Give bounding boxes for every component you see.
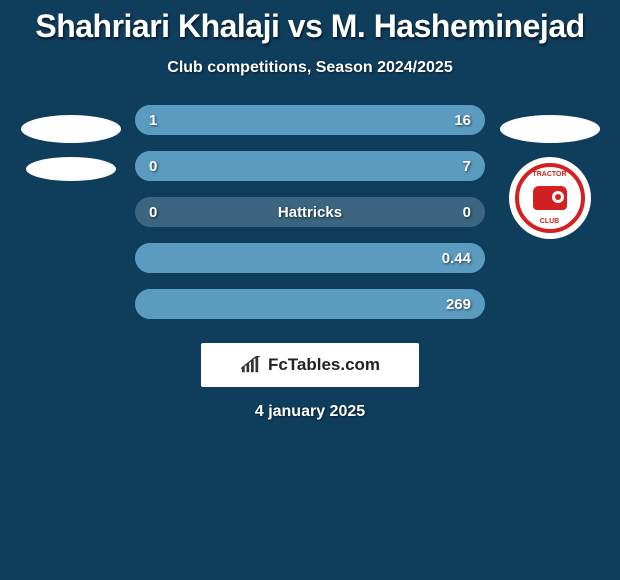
stat-left-value: 1	[149, 112, 157, 129]
left-side	[18, 105, 123, 181]
date-text: 4 january 2025	[0, 403, 620, 421]
brand-badge[interactable]: FcTables.com	[201, 343, 419, 387]
stat-bar: 0 Hattricks 0	[135, 197, 485, 227]
stat-right-value: 0.44	[442, 250, 471, 267]
chart-icon	[240, 356, 262, 374]
stat-right-value: 269	[446, 296, 471, 313]
stat-bar-fill	[135, 289, 485, 319]
club-logo-top-text: TRACTOR	[532, 171, 566, 178]
comparison-title: Shahriari Khalaji vs M. Hasheminejad	[0, 8, 620, 45]
stat-bar-fill	[135, 243, 485, 273]
main-row: 1Matches160Goals70Hattricks0Goals per ma…	[0, 105, 620, 319]
stat-label: Hattricks	[278, 204, 342, 221]
club-logo-bottom-text: CLUB	[540, 218, 559, 225]
stats-bars: 1Matches160Goals70Hattricks0Goals per ma…	[135, 105, 485, 319]
tractor-icon	[533, 186, 567, 210]
stat-left-value: 0	[149, 158, 157, 175]
stat-right-value: 0	[463, 204, 471, 221]
player-left-club-logo	[26, 157, 116, 181]
stat-right-value: 7	[463, 158, 471, 175]
stat-right-value: 16	[454, 112, 471, 129]
right-side: TRACTOR CLUB	[497, 105, 602, 239]
stat-bar: 1Matches16	[135, 105, 485, 135]
brand-text: FcTables.com	[268, 355, 380, 375]
stat-bar-fill	[135, 105, 485, 135]
stat-left-value: 0	[149, 204, 157, 221]
player-right-flag	[500, 115, 600, 143]
stat-bar: Min per goal269	[135, 289, 485, 319]
player-right-club-logo: TRACTOR CLUB	[509, 157, 591, 239]
comparison-card: Shahriari Khalaji vs M. Hasheminejad Clu…	[0, 0, 620, 421]
player-left-flag	[21, 115, 121, 143]
stat-bar-fill	[135, 151, 485, 181]
stat-bar: Goals per match0.44	[135, 243, 485, 273]
stat-bar: 0Goals7	[135, 151, 485, 181]
comparison-subtitle: Club competitions, Season 2024/2025	[0, 59, 620, 77]
